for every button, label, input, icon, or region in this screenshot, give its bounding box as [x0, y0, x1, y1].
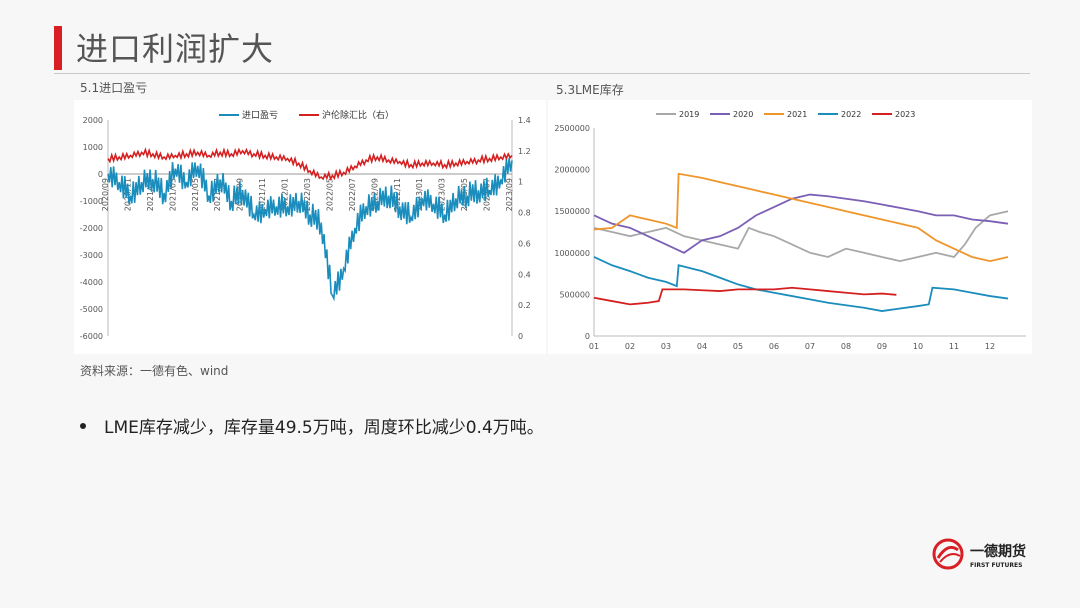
company-logo: 一德期货 FIRST FUTURES — [930, 536, 1040, 572]
legend-label-2021: 2021 — [787, 110, 807, 119]
left-axis-tick-label: -4000 — [80, 278, 103, 287]
right-axis-tick-label: 0.4 — [518, 270, 531, 279]
x-axis-tick-label: 2021/11 — [258, 178, 267, 211]
x-axis-tick-label: 2021/07 — [213, 178, 222, 211]
x-axis-tick-label: 2023/03 — [438, 178, 447, 211]
page-title: 进口利润扩大 — [76, 30, 275, 68]
legend-label-2022: 2022 — [841, 110, 861, 119]
legend-label-2023: 2023 — [895, 110, 915, 119]
y-axis-tick-label: 1000000 — [554, 249, 590, 258]
x-axis-tick-label: 06 — [769, 342, 779, 351]
lme-stock-chart: 2500000 2000000 1500000 1000000 500000 001 02 0… — [554, 110, 1026, 351]
right-axis-tick-label: 0 — [518, 332, 523, 341]
y-axis-tick-label: 0 — [585, 332, 590, 341]
title-accent-bar — [54, 26, 62, 70]
legend-label-sh-ldn-ratio: 沪伦除汇比（右） — [322, 109, 394, 121]
data-source-note: 资料来源：一德有色、wind — [80, 364, 229, 378]
x-axis-tick-label: 2023/01 — [415, 178, 424, 211]
x-axis-tick-label: 2021/03 — [168, 178, 177, 211]
x-axis-tick-label: 2022/05 — [325, 178, 334, 211]
x-axis-tick-label: 2021/01 — [146, 178, 155, 211]
x-axis-tick-label: 08 — [841, 342, 851, 351]
logo-sub: FIRST FUTURES — [970, 562, 1022, 569]
x-axis-tick-label: 2022/07 — [348, 178, 357, 211]
x-axis-tick-label: 04 — [697, 342, 707, 351]
bullet-point: LME库存减少，库存量49.5万吨，周度环比减少0.4万吨。 — [80, 413, 544, 438]
bullet-text: LME库存减少，库存量49.5万吨，周度环比减少0.4万吨。 — [104, 418, 544, 438]
x-axis-tick-label: 10 — [913, 342, 923, 351]
series-line-import-profit — [107, 157, 513, 302]
series-line-2020 — [593, 193, 1009, 254]
x-axis-tick-label: 01 — [589, 342, 599, 351]
left-axis-tick-label: -1000 — [80, 197, 103, 206]
legend-label-import-profit: 进口盈亏 — [242, 110, 278, 121]
right-axis-tick-label: 0.2 — [518, 301, 531, 310]
y-axis-tick-label: 2500000 — [554, 124, 590, 133]
right-axis-tick-label: 1.2 — [518, 147, 531, 156]
right-axis-tick-label: 0.6 — [518, 239, 531, 248]
left-axis-tick-label: -6000 — [80, 332, 103, 341]
x-axis-tick-label: 2020/09 — [101, 178, 110, 211]
y-axis-tick-label: 500000 — [559, 290, 590, 299]
left-axis-tick-label: -5000 — [80, 305, 103, 314]
series-line-sh-ldn-ratio — [107, 147, 513, 181]
bullet-dot-icon — [80, 423, 86, 429]
left-axis-tick-label: 1000 — [83, 143, 103, 152]
left-chart-label: 5.1进口盈亏 — [80, 81, 148, 95]
series-line-2021 — [593, 172, 1009, 263]
left-axis-tick-label: -3000 — [80, 251, 103, 260]
x-axis-tick-label: 2022/01 — [281, 178, 290, 211]
x-axis-tick-label: 03 — [661, 342, 671, 351]
x-axis-tick-label: 2021/05 — [191, 178, 200, 211]
lme-stock-chart-panel: 2500000 2000000 1500000 1000000 500000 0 01 02 0… — [548, 100, 1032, 354]
legend-label-2020: 2020 — [733, 110, 753, 119]
left-axis-tick-label: -2000 — [80, 224, 103, 233]
import-profit-chart-panel: 2000 1000 0 -1000 -2000 -3000 -4000 -5000 -6000 1… — [74, 100, 546, 354]
x-axis-tick-label: 2022/03 — [303, 178, 312, 211]
series-line-2022 — [593, 256, 1009, 312]
x-axis-tick-label: 07 — [805, 342, 815, 351]
title-divider — [54, 73, 1030, 74]
x-axis-tick-label: 12 — [985, 342, 995, 351]
x-axis-tick-label: 2023/09 — [505, 178, 514, 211]
right-axis-tick-label: 1 — [518, 178, 523, 187]
import-profit-chart: 2000 1000 0 -1000 -2000 -3000 -4000 -5000 -6000 1… — [80, 109, 531, 341]
x-axis-tick-label: 05 — [733, 342, 743, 351]
x-axis-tick-label: 11 — [949, 342, 959, 351]
x-axis-tick-label: 2023/07 — [483, 178, 492, 211]
logo-name: 一德期货 — [970, 543, 1026, 560]
left-axis-tick-label: 2000 — [83, 116, 103, 125]
series-line-2023 — [593, 286, 897, 306]
right-axis-tick-label: 1.4 — [518, 116, 531, 125]
right-axis-tick-label: 0.8 — [518, 209, 531, 218]
logo-swirl-icon: 一德期货 FIRST FUTURES — [932, 538, 1026, 570]
y-axis-tick-label: 1500000 — [554, 207, 590, 216]
right-chart-label: 5.3LME库存 — [556, 83, 624, 97]
x-axis-tick-label: 09 — [877, 342, 887, 351]
series-line-2019 — [593, 210, 1009, 263]
x-axis-tick-label: 02 — [625, 342, 635, 351]
legend-label-2019: 2019 — [679, 110, 699, 119]
left-axis-tick-label: 0 — [98, 170, 103, 179]
y-axis-tick-label: 2000000 — [554, 166, 590, 175]
